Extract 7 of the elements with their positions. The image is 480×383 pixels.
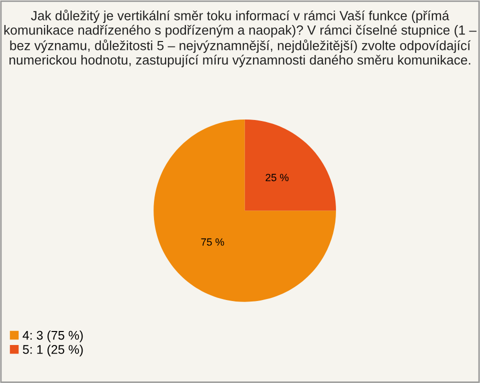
pie-slice: [154, 119, 336, 302]
chart-title: Jak důležitý je vertikální směr toku informací v rámci Vaší funkce (přímá komunikace nadřízeného s podřízeným a naopak)? V rámci číselné stupnice (1 – bez významu, důležitosti 5 – nejvýznamnější, nejdůležitější) zvolte odpovídající numerickou hodnotu, zastupující míru významnosti daného směru komunikace.: [4, 10, 477, 68]
data-label: 75 %: [201, 238, 224, 246]
pie-slice: [244, 119, 336, 211]
legend-label: 4: 3 (75 %): [22, 330, 83, 342]
legend-label: 5: 1 (25 %): [22, 344, 83, 356]
data-label: 25 %: [266, 174, 289, 182]
